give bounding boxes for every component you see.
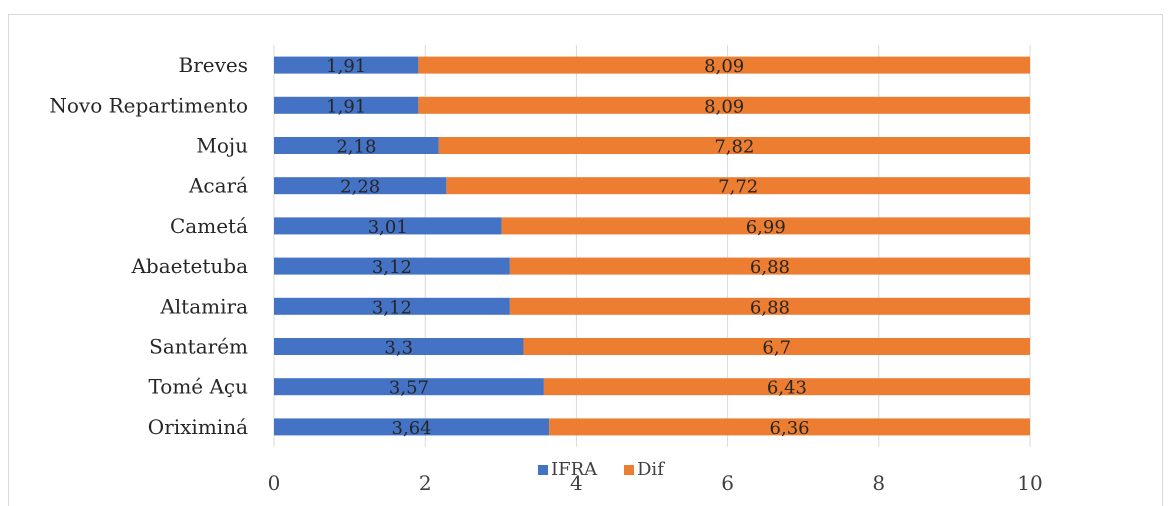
data-label: 1,91	[326, 96, 366, 117]
bar-ifra	[274, 378, 544, 396]
x-tick-labels: 0 2 4 6 8 10	[268, 471, 1043, 495]
data-labels: 1,91 8,09 1,91 8,09 2,18 7,82 2,28 7,72 3,01 6,99…	[326, 56, 809, 439]
legend-label-dif: Dif	[637, 459, 665, 480]
data-label: 3,12	[372, 257, 412, 278]
bars	[274, 56, 1031, 436]
category-label: Novo Repartimento	[49, 93, 248, 117]
x-tick-label: 6	[721, 471, 734, 495]
bar-ifra	[274, 297, 510, 315]
category-label: Moju	[196, 134, 248, 158]
bar-dif	[438, 137, 1031, 154]
data-label: 3,3	[384, 338, 413, 359]
category-label: Acará	[188, 174, 248, 198]
category-label: Altamira	[159, 294, 248, 318]
category-label: Breves	[179, 53, 249, 77]
bar-dif	[418, 56, 1030, 74]
data-label: 2,18	[336, 137, 376, 158]
category-label: Cametá	[170, 214, 248, 238]
legend-swatch-dif	[624, 465, 634, 475]
category-label: Oriximiná	[148, 415, 248, 439]
bar-dif	[446, 177, 1030, 195]
x-tick-label: 0	[268, 471, 281, 495]
data-label: 6,7	[762, 338, 791, 359]
category-label: Tomé Açu	[148, 375, 248, 399]
bar-ifra	[274, 177, 447, 195]
data-label: 8,09	[704, 96, 744, 117]
bar-ifra	[274, 56, 419, 74]
x-tick-label: 4	[570, 471, 583, 495]
legend-swatch-ifra	[538, 465, 548, 475]
data-label: 6,36	[770, 418, 810, 439]
data-label: 6,88	[750, 297, 790, 318]
bar-dif	[549, 418, 1030, 436]
data-label: 2,28	[340, 177, 380, 198]
bar-dif	[418, 96, 1030, 114]
bar-ifra	[274, 418, 550, 436]
bar-ifra	[274, 217, 502, 235]
data-label: 3,01	[368, 217, 408, 238]
data-label: 6,88	[750, 257, 790, 278]
data-label: 3,64	[392, 418, 432, 439]
chart-frame	[8, 14, 1163, 506]
bar-dif	[501, 217, 1030, 235]
data-label: 8,09	[704, 56, 744, 77]
data-label: 1,91	[326, 56, 366, 77]
bar-dif	[543, 378, 1030, 396]
bar-ifra	[274, 257, 510, 275]
bar-dif	[509, 297, 1030, 315]
data-label: 3,12	[372, 297, 412, 318]
bar-dif	[523, 338, 1030, 355]
category-label: Santarém	[149, 335, 248, 359]
legend-label-ifra: IFRA	[551, 459, 598, 480]
data-label: 6,43	[767, 378, 807, 399]
x-tick-label: 10	[1017, 471, 1042, 495]
data-label: 7,82	[714, 137, 754, 158]
category-labels: Breves Novo Repartimento Moju Acará Cametá Ab…	[49, 53, 248, 439]
data-label: 7,72	[718, 177, 758, 198]
bar-ifra	[274, 137, 439, 154]
x-tick-label: 2	[419, 471, 432, 495]
legend: IFRA Dif	[538, 459, 665, 480]
bar-dif	[509, 257, 1030, 275]
bar-ifra	[274, 338, 524, 355]
data-label: 3,57	[389, 378, 429, 399]
category-label: Abaetetuba	[130, 254, 248, 278]
x-tick-label: 8	[872, 471, 885, 495]
bar-ifra	[274, 96, 419, 114]
data-label: 6,99	[746, 217, 786, 238]
